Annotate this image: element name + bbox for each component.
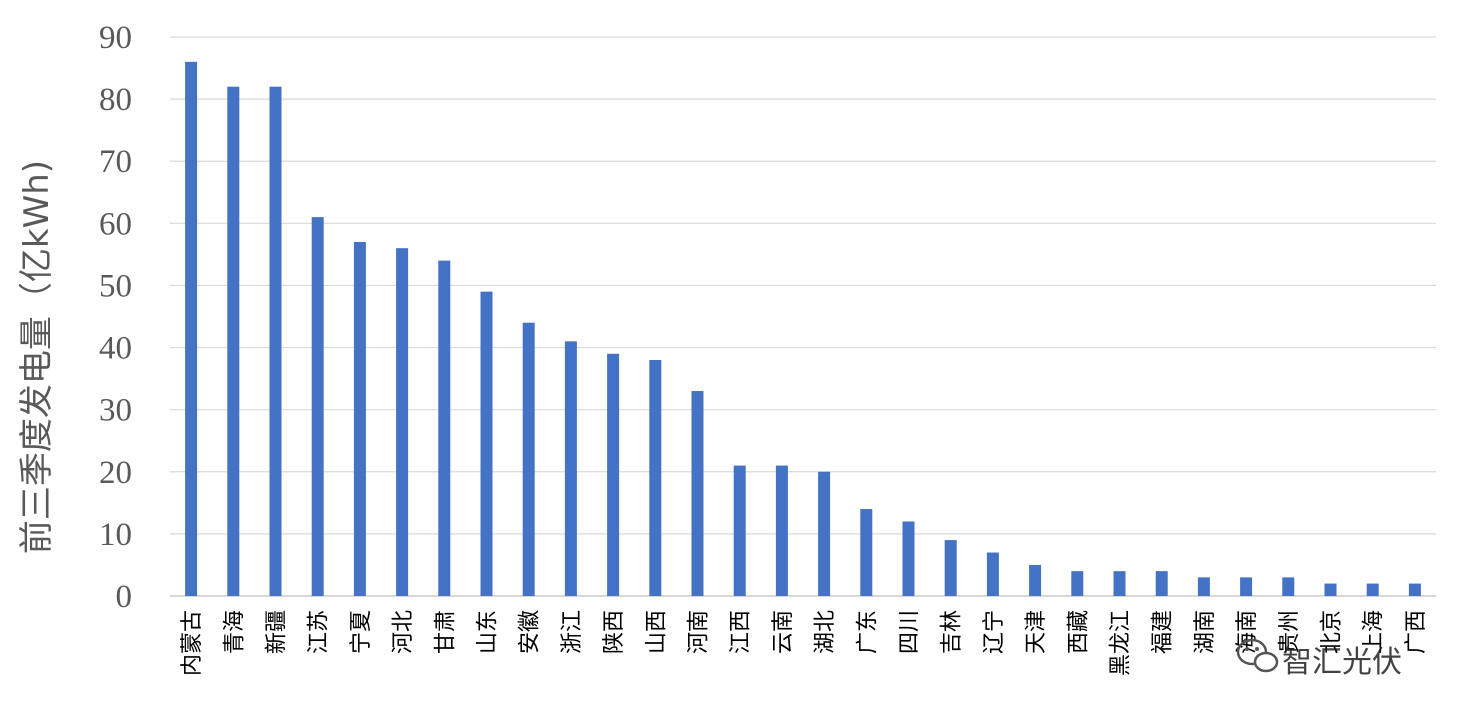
y-tick-label: 50 — [99, 268, 132, 304]
bar — [522, 322, 535, 596]
y-axis-title: 前三季度发电量（亿kWh) — [17, 160, 57, 554]
category-label: 内蒙古 — [180, 610, 205, 676]
watermark-text: 智汇光伏 — [1282, 645, 1402, 680]
y-tick-labels: 0 10 20 30 40 50 60 70 80 90 — [99, 20, 132, 615]
bar — [1240, 577, 1253, 596]
category-label: 河北 — [391, 610, 416, 654]
bar — [902, 521, 915, 596]
y-tick-label: 60 — [99, 206, 132, 242]
bar — [396, 248, 409, 596]
bar — [944, 540, 957, 596]
category-label: 天津 — [1024, 610, 1049, 654]
bar — [269, 86, 282, 596]
bar — [1113, 571, 1126, 596]
category-label: 云南 — [771, 610, 796, 654]
category-label: 湖北 — [813, 610, 838, 654]
y-tick-label: 70 — [99, 144, 132, 180]
category-label: 陕西 — [602, 610, 627, 654]
bar — [311, 217, 324, 596]
bar — [986, 552, 999, 596]
y-tick-label: 10 — [99, 517, 132, 553]
category-label: 湖南 — [1193, 610, 1218, 654]
category-label: 青海 — [222, 610, 247, 654]
bar — [733, 465, 746, 596]
category-label: 上海 — [1362, 610, 1387, 654]
y-tick-label: 40 — [99, 331, 132, 367]
category-label: 安徽 — [518, 610, 543, 654]
bar — [1071, 571, 1084, 596]
category-label: 辽宁 — [982, 610, 1007, 654]
watermark: 智汇光伏 — [1236, 638, 1402, 680]
bar — [860, 509, 873, 596]
wechat-icon — [1236, 638, 1279, 673]
y-tick-label: 20 — [99, 455, 132, 491]
category-label: 甘肃 — [433, 610, 458, 654]
category-label: 贵州 — [1277, 610, 1302, 654]
category-label: 宁夏 — [349, 610, 374, 654]
category-label: 浙江 — [560, 610, 585, 654]
bar — [649, 359, 662, 596]
category-label: 山西 — [644, 610, 669, 654]
category-label: 河南 — [687, 610, 712, 654]
y-tick-label: 30 — [99, 393, 132, 429]
bar — [1029, 564, 1042, 596]
bars — [185, 61, 1421, 597]
bar — [818, 471, 831, 596]
bar — [438, 260, 451, 596]
bar — [607, 353, 620, 596]
category-label: 广东 — [855, 610, 880, 654]
category-label: 广西 — [1404, 610, 1429, 654]
y-tick-label: 0 — [116, 579, 133, 615]
category-label: 吉林 — [940, 610, 965, 654]
bar — [480, 291, 493, 596]
bar — [1366, 583, 1379, 596]
bar — [1155, 571, 1168, 596]
y-tick-label: 80 — [99, 82, 132, 118]
bar — [1197, 577, 1210, 596]
bar — [185, 61, 198, 597]
gridlines — [170, 36, 1436, 597]
bar — [1408, 583, 1421, 596]
category-label: 西藏 — [1066, 610, 1091, 654]
category-label: 福建 — [1151, 610, 1176, 654]
bar — [691, 391, 704, 596]
bar — [564, 341, 577, 596]
bar — [353, 241, 366, 596]
category-label: 山东 — [476, 610, 501, 654]
category-labels: 内蒙古 青海 新疆 江苏 宁夏 河北 甘肃 山东 安徽 浙江 陕西 山西 河南 江西 云南 湖北 广东 四川 吉林辽… — [180, 610, 1429, 676]
bar — [227, 86, 240, 596]
category-label: 新疆 — [265, 610, 290, 654]
category-label: 江苏 — [307, 610, 332, 654]
category-label: 四川 — [898, 610, 923, 654]
bar — [775, 465, 788, 596]
category-label: 北京 — [1320, 610, 1345, 654]
bar — [1282, 577, 1295, 596]
y-tick-label: 90 — [99, 20, 132, 56]
category-label: 江西 — [729, 610, 754, 654]
bar — [1324, 583, 1337, 596]
category-label: 黑龙江 — [1109, 610, 1134, 676]
